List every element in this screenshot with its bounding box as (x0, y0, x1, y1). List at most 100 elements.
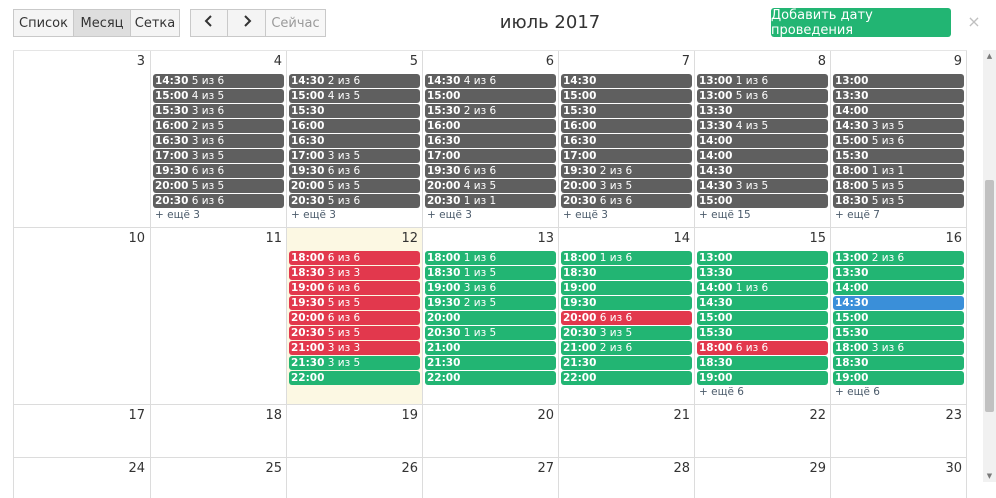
day-cell[interactable]: 11 (150, 228, 286, 404)
event-item[interactable]: 15:30 2 из 6 (425, 104, 556, 118)
day-cell[interactable]: 8 13:00 1 из 6 13:00 5 из 6 13:30 13:30 4 и… (694, 51, 830, 227)
event-item[interactable]: 19:30 6 из 6 (289, 164, 420, 178)
event-item[interactable]: 20:00 (425, 311, 556, 325)
event-item[interactable]: 14:30 (561, 74, 692, 88)
event-item[interactable]: 19:30 (561, 296, 692, 310)
scroll-up-icon[interactable]: ▲ (986, 52, 993, 60)
day-cell[interactable]: 21 (558, 405, 694, 457)
month-view-button[interactable]: Месяц (73, 9, 131, 37)
event-item[interactable]: 15:00 5 из 6 (833, 134, 964, 148)
event-item[interactable]: 13:30 (833, 89, 964, 103)
event-item[interactable]: 14:30 (697, 164, 828, 178)
prev-month-button[interactable] (190, 9, 228, 37)
event-item[interactable]: 18:00 6 из 6 (697, 341, 828, 355)
event-item[interactable]: 19:30 2 из 6 (561, 164, 692, 178)
day-cell[interactable]: 5 14:30 2 из 6 15:00 4 из 5 15:30 16:00 16:… (286, 51, 422, 227)
event-item[interactable]: 19:00 (561, 281, 692, 295)
event-item[interactable]: 15:00 (833, 311, 964, 325)
more-events-link[interactable]: + ещё 6 (835, 386, 880, 398)
event-item[interactable]: 15:30 (833, 149, 964, 163)
event-item[interactable]: 15:30 (697, 326, 828, 340)
event-item[interactable]: 20:00 6 из 6 (289, 311, 420, 325)
event-item[interactable]: 20:30 6 из 6 (561, 194, 692, 208)
event-item[interactable]: 13:00 (833, 74, 964, 88)
day-cell[interactable]: 7 14:30 15:00 15:30 16:00 16:30 17:00 19:… (558, 51, 694, 227)
event-item[interactable]: 16:00 (561, 119, 692, 133)
event-item[interactable]: 21:00 2 из 6 (561, 341, 692, 355)
event-item[interactable]: 19:30 5 из 5 (289, 296, 420, 310)
event-item[interactable]: 17:00 (425, 149, 556, 163)
event-item[interactable]: 14:00 (697, 134, 828, 148)
event-item[interactable]: 15:00 4 из 5 (289, 89, 420, 103)
event-item[interactable]: 16:00 (289, 119, 420, 133)
event-item[interactable]: 19:30 6 из 6 (425, 164, 556, 178)
more-events-link[interactable]: + ещё 3 (427, 209, 472, 221)
day-cell[interactable]: 19 (286, 405, 422, 457)
event-item[interactable]: 20:00 5 из 5 (289, 179, 420, 193)
more-events-link[interactable]: + ещё 3 (563, 209, 608, 221)
event-item[interactable]: 13:30 (697, 104, 828, 118)
grid-view-button[interactable]: Сетка (130, 9, 180, 37)
event-item[interactable]: 15:30 (289, 104, 420, 118)
event-item[interactable]: 20:30 1 из 5 (425, 326, 556, 340)
next-month-button[interactable] (227, 9, 266, 37)
event-item[interactable]: 14:30 (833, 296, 964, 310)
event-item[interactable]: 20:30 5 из 6 (289, 194, 420, 208)
event-item[interactable]: 20:00 6 из 6 (561, 311, 692, 325)
event-item[interactable]: 21:30 3 из 5 (289, 356, 420, 370)
day-cell[interactable]: 14 18:00 1 из 6 18:30 19:00 19:30 20:00 6 … (558, 228, 694, 404)
event-item[interactable]: 18:30 (833, 356, 964, 370)
event-item[interactable]: 18:30 (697, 356, 828, 370)
event-item[interactable]: 16:00 2 из 5 (153, 119, 284, 133)
day-cell[interactable]: 22 (694, 405, 830, 457)
event-item[interactable]: 17:00 3 из 5 (289, 149, 420, 163)
event-item[interactable]: 20:30 6 из 6 (153, 194, 284, 208)
event-item[interactable]: 19:00 6 из 6 (289, 281, 420, 295)
event-item[interactable]: 18:00 6 из 6 (289, 251, 420, 265)
event-item[interactable]: 19:00 (697, 371, 828, 385)
event-item[interactable]: 18:00 1 из 6 (561, 251, 692, 265)
event-item[interactable]: 14:00 (833, 281, 964, 295)
event-item[interactable]: 22:00 (561, 371, 692, 385)
event-item[interactable]: 17:00 3 из 5 (153, 149, 284, 163)
day-cell[interactable]: 10 (13, 228, 149, 404)
event-item[interactable]: 15:00 (697, 194, 828, 208)
event-item[interactable]: 13:30 4 из 5 (697, 119, 828, 133)
event-item[interactable]: 20:30 5 из 5 (289, 326, 420, 340)
event-item[interactable]: 16:30 (425, 134, 556, 148)
event-item[interactable]: 18:00 1 из 6 (425, 251, 556, 265)
day-cell[interactable]: 28 (558, 458, 694, 498)
event-item[interactable]: 14:30 3 из 5 (833, 119, 964, 133)
day-cell[interactable]: 23 (830, 405, 967, 457)
event-item[interactable]: 14:00 (833, 104, 964, 118)
day-cell[interactable]: 6 14:30 4 из 6 15:00 15:30 2 из 6 16:00 16:… (422, 51, 558, 227)
event-item[interactable]: 19:00 3 из 6 (425, 281, 556, 295)
day-cell[interactable]: 16 13:00 2 из 6 13:30 14:00 14:30 15:00 15… (830, 228, 967, 404)
event-item[interactable]: 14:30 5 из 6 (153, 74, 284, 88)
more-events-link[interactable]: + ещё 3 (291, 209, 336, 221)
scrollbar[interactable]: ▲ ▼ (983, 50, 996, 482)
day-cell[interactable]: 25 (150, 458, 286, 498)
day-cell[interactable]: 17 (13, 405, 149, 457)
event-item[interactable]: 14:30 4 из 6 (425, 74, 556, 88)
day-cell[interactable]: 27 (422, 458, 558, 498)
event-item[interactable]: 21:00 (425, 341, 556, 355)
more-events-link[interactable]: + ещё 15 (699, 209, 751, 221)
scroll-thumb[interactable] (985, 180, 994, 412)
event-item[interactable]: 13:00 1 из 6 (697, 74, 828, 88)
event-item[interactable]: 15:30 (561, 104, 692, 118)
event-item[interactable]: 19:00 (833, 371, 964, 385)
day-cell[interactable]: 20 (422, 405, 558, 457)
event-item[interactable]: 13:00 (697, 251, 828, 265)
add-date-button[interactable]: Добавить дату проведения (771, 8, 951, 38)
event-item[interactable]: 15:00 (561, 89, 692, 103)
event-item[interactable]: 17:00 (561, 149, 692, 163)
event-item[interactable]: 18:30 5 из 5 (833, 194, 964, 208)
event-item[interactable]: 19:30 2 из 5 (425, 296, 556, 310)
more-events-link[interactable]: + ещё 3 (155, 209, 200, 221)
scroll-down-icon[interactable]: ▼ (986, 472, 993, 480)
day-cell[interactable]: 30 (830, 458, 967, 498)
event-item[interactable]: 16:30 3 из 6 (153, 134, 284, 148)
day-cell[interactable]: 3 (13, 51, 149, 227)
event-item[interactable]: 22:00 (425, 371, 556, 385)
